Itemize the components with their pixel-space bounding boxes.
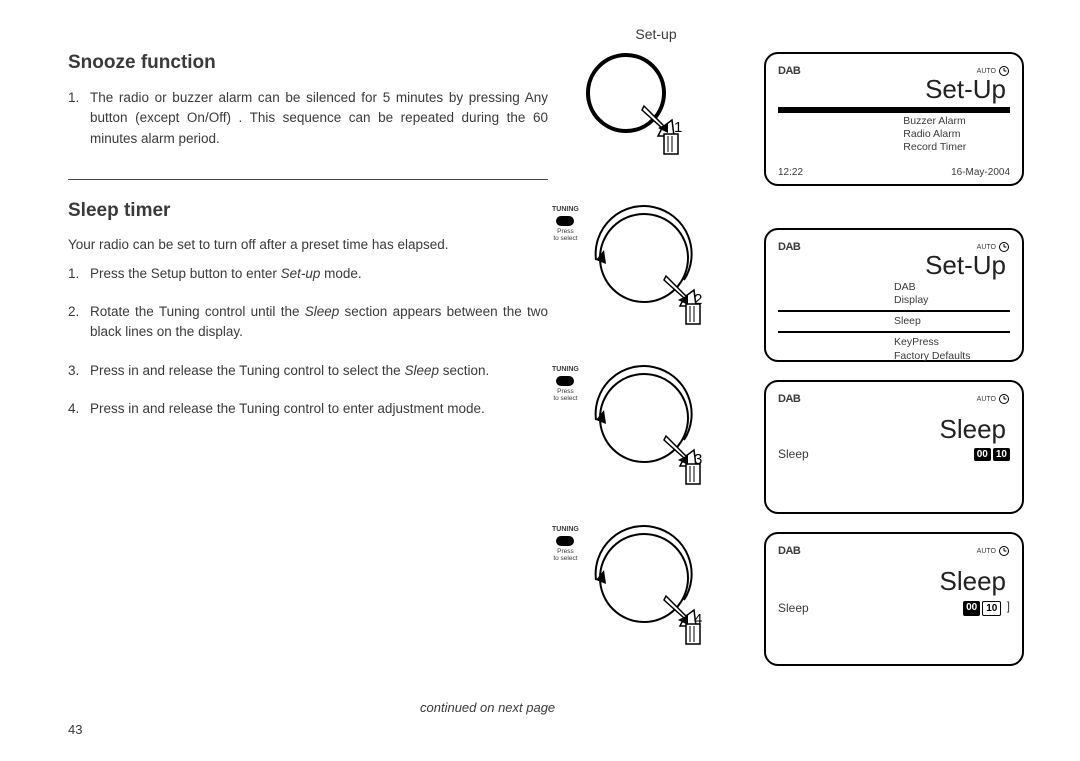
tuning-label: TUNING Press to select [552, 526, 579, 562]
lcd-time: 12:22 [778, 167, 803, 178]
auto-clock-icon: AUTO [977, 393, 1010, 405]
digit: 10 [982, 601, 1001, 616]
dab-logo: DAB [778, 65, 800, 77]
dial-illustration-3: TUNING Press to select 3 [566, 360, 746, 490]
lcd-title: Sleep [778, 414, 1010, 445]
snooze-step-1: 1. The radio or buzzer alarm can be sile… [68, 88, 548, 149]
dab-logo: DAB [778, 393, 800, 405]
continued-note: continued on next page [420, 700, 555, 715]
lcd-panel-3: DAB AUTO Sleep Sleep 00 10 [764, 380, 1024, 514]
snooze-title: Snooze function [68, 52, 548, 74]
bracket: ] [1007, 599, 1010, 613]
dial-illustration-1: Set-up 1 [566, 48, 746, 158]
sleep-step-1: 1. Press the Setup button to enter Set-u… [68, 264, 548, 284]
dab-logo: DAB [778, 545, 800, 557]
lcd-title: Set-Up [778, 250, 1010, 281]
sleep-title: Sleep timer [68, 200, 548, 222]
lcd-panel-4: DAB AUTO Sleep Sleep 00 10 ] [764, 532, 1024, 666]
dial-1-label: Set-up [635, 26, 676, 42]
lcd-title: Sleep [778, 566, 1010, 597]
menu-item: KeyPress [894, 336, 1010, 349]
sleep-intro: Your radio can be set to turn off after … [68, 236, 548, 254]
svg-text:1: 1 [674, 119, 682, 136]
menu-item: Record Timer [903, 141, 1010, 154]
page-number: 43 [68, 722, 82, 737]
menu-item: Buzzer Alarm [903, 115, 1010, 128]
dab-logo: DAB [778, 241, 800, 253]
lcd-date: 16-May-2004 [951, 167, 1010, 178]
sleep-label: Sleep [778, 601, 809, 615]
auto-clock-icon: AUTO [977, 545, 1010, 557]
section-divider [68, 179, 548, 180]
lcd-panel-1: DAB AUTO Set-Up Buzzer Alarm Radio Alarm… [764, 52, 1024, 186]
sleep-step-3: 3. Press in and release the Tuning contr… [68, 361, 548, 381]
svg-text:4: 4 [694, 611, 702, 628]
sleep-step-4: 4. Press in and release the Tuning contr… [68, 399, 548, 419]
svg-text:3: 3 [694, 451, 702, 468]
lcd-panel-2: DAB AUTO Set-Up DAB Display Sleep KeyPre… [764, 228, 1024, 362]
dial-illustration-4: TUNING Press to select 4 [566, 520, 746, 650]
sleep-step-2: 2. Rotate the Tuning control until the S… [68, 302, 548, 343]
dial-illustration-2: TUNING Press to select 2 [566, 200, 746, 330]
lcd-title: Set-Up [778, 74, 1010, 105]
menu-item: Display [894, 294, 1010, 307]
menu-item: Sleep [894, 315, 1010, 328]
digit: 00 [974, 448, 991, 461]
digit: 10 [993, 448, 1010, 461]
menu-item: Radio Alarm [903, 128, 1010, 141]
tuning-label: TUNING Press to select [552, 206, 579, 242]
tuning-label: TUNING Press to select [552, 366, 579, 402]
digit: 00 [963, 601, 980, 616]
svg-text:2: 2 [694, 291, 702, 308]
menu-item: Factory Defaults [894, 350, 1010, 363]
menu-item: DAB [894, 281, 1010, 294]
sleep-label: Sleep [778, 447, 809, 461]
